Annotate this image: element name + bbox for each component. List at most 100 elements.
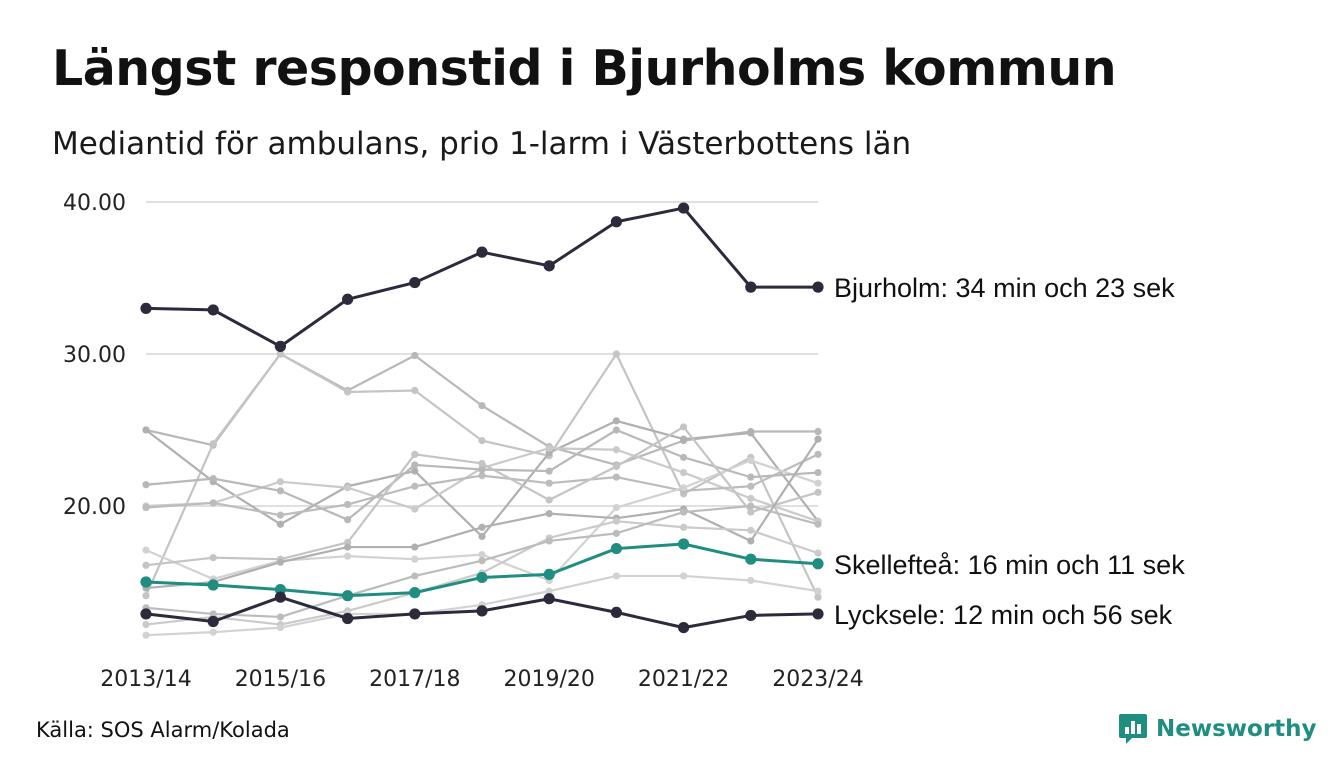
lycksele-series-point (610, 606, 623, 619)
background-series-point (545, 496, 553, 504)
skellefte--series-point (140, 576, 152, 588)
bjurholm-series-point (140, 302, 152, 314)
background-series-point (209, 499, 217, 507)
background-series-line (144, 352, 820, 467)
background-series-point (747, 537, 755, 545)
background-series-point (411, 543, 419, 551)
background-series-point (814, 450, 822, 458)
brand[interactable]: Newsworthy (1118, 712, 1317, 746)
background-series-point (276, 613, 284, 621)
background-series-point (747, 456, 755, 464)
skellefte--series-point (476, 571, 488, 584)
background-series-point (142, 561, 150, 569)
skellefte--series-point (207, 579, 219, 591)
bjurholm-series-line (144, 206, 820, 348)
background-series-point (612, 572, 621, 580)
background-series-point (747, 429, 755, 437)
background-series-point (344, 388, 352, 396)
background-series-point (612, 517, 621, 525)
x-tick-label: 2021/22 (638, 667, 729, 692)
end-labels: Bjurholm: 34 min och 23 sek Skellefteå: 1… (834, 273, 1185, 630)
background-series-point (747, 494, 755, 502)
background-series-point (814, 587, 822, 595)
bjurholm-series-point (745, 281, 757, 293)
background-series-point (612, 446, 621, 454)
background-series-point (276, 487, 284, 495)
background-series-point (344, 552, 352, 560)
background-series-point (478, 557, 486, 565)
bjurholm-series-point (207, 304, 219, 316)
lycksele-series-point (409, 608, 421, 620)
x-tick-label: 2023/24 (772, 667, 863, 692)
lycksele-series (140, 591, 824, 634)
background-series-point (747, 526, 755, 534)
background-series-point (680, 484, 688, 492)
bar-chart-speech-bubble-icon (1119, 714, 1147, 744)
background-series-point (411, 572, 419, 580)
background-series-point (209, 440, 217, 448)
end-label: Skellefteå: 16 min och 11 sek (834, 550, 1185, 580)
background-series (142, 426, 822, 524)
bjurholm-series-point (678, 202, 690, 214)
background-series-point (747, 576, 755, 585)
background-series-point (747, 508, 755, 516)
end-label: Lycksele: 12 min och 56 sek (834, 600, 1173, 630)
brand-name: Newsworthy (1156, 716, 1317, 742)
background-series-point (142, 631, 150, 639)
background-series-point (209, 628, 217, 636)
background-series-point (545, 509, 553, 518)
background-series-point (612, 350, 621, 358)
background-series-point (612, 473, 621, 481)
x-tick-label: 2013/14 (100, 667, 191, 692)
y-axis-ticks: 40.00 30.00 20.00 (63, 191, 126, 520)
skellefte--series-point (812, 558, 824, 570)
x-axis-ticks: 2013/14 2015/16 2017/18 2019/20 2021/22 2023/… (100, 667, 863, 692)
background-series-point (411, 461, 419, 469)
background-series-point (276, 478, 284, 486)
background-series-point (680, 423, 688, 431)
background-series-point (814, 488, 822, 496)
background-series-point (814, 593, 822, 601)
lycksele-series-point (812, 608, 824, 620)
lycksele-series-point (207, 615, 219, 628)
background-series-point (209, 475, 217, 483)
background-series-point (276, 520, 284, 528)
y-tick-label: 30.00 (63, 343, 126, 368)
background-series-point (276, 558, 284, 566)
background-series-point (680, 435, 688, 443)
x-tick-label: 2015/16 (235, 667, 326, 692)
background-series-point (612, 503, 621, 512)
skellefte--series-point (409, 587, 421, 599)
bjurholm-series-point (274, 340, 286, 352)
background-series-point (142, 503, 150, 512)
bjurholm-series-point (342, 293, 354, 305)
background-series-point (142, 620, 150, 629)
background-series (142, 350, 822, 639)
background-series-point (344, 484, 352, 492)
background-series-point (612, 426, 621, 434)
background-series-point (680, 572, 688, 580)
background-series-point (814, 435, 822, 443)
background-series-point (612, 417, 621, 425)
background-series-point (478, 437, 486, 445)
background-series-point (344, 500, 352, 509)
background-series (142, 350, 822, 469)
background-series-point (612, 462, 621, 471)
bjurholm-series-point (476, 246, 488, 258)
background-series-point (209, 554, 217, 562)
background-series-point (680, 508, 688, 516)
background-series-point (478, 472, 486, 480)
chart-title: Längst responstid i Bjurholms kommun (52, 40, 1117, 97)
chart-subtitle: Mediantid för ambulans, prio 1-larm i Vä… (52, 126, 912, 162)
background-series-point (478, 459, 486, 468)
background-series-point (747, 482, 755, 490)
background-series-point (411, 467, 419, 475)
background-series-point (680, 523, 688, 531)
background-series-point (142, 481, 150, 489)
skellefte--series-point (342, 590, 354, 602)
background-series-point (276, 350, 284, 358)
background-series-point (411, 555, 419, 563)
y-tick-label: 20.00 (63, 495, 126, 520)
highlighted-series (140, 202, 824, 634)
